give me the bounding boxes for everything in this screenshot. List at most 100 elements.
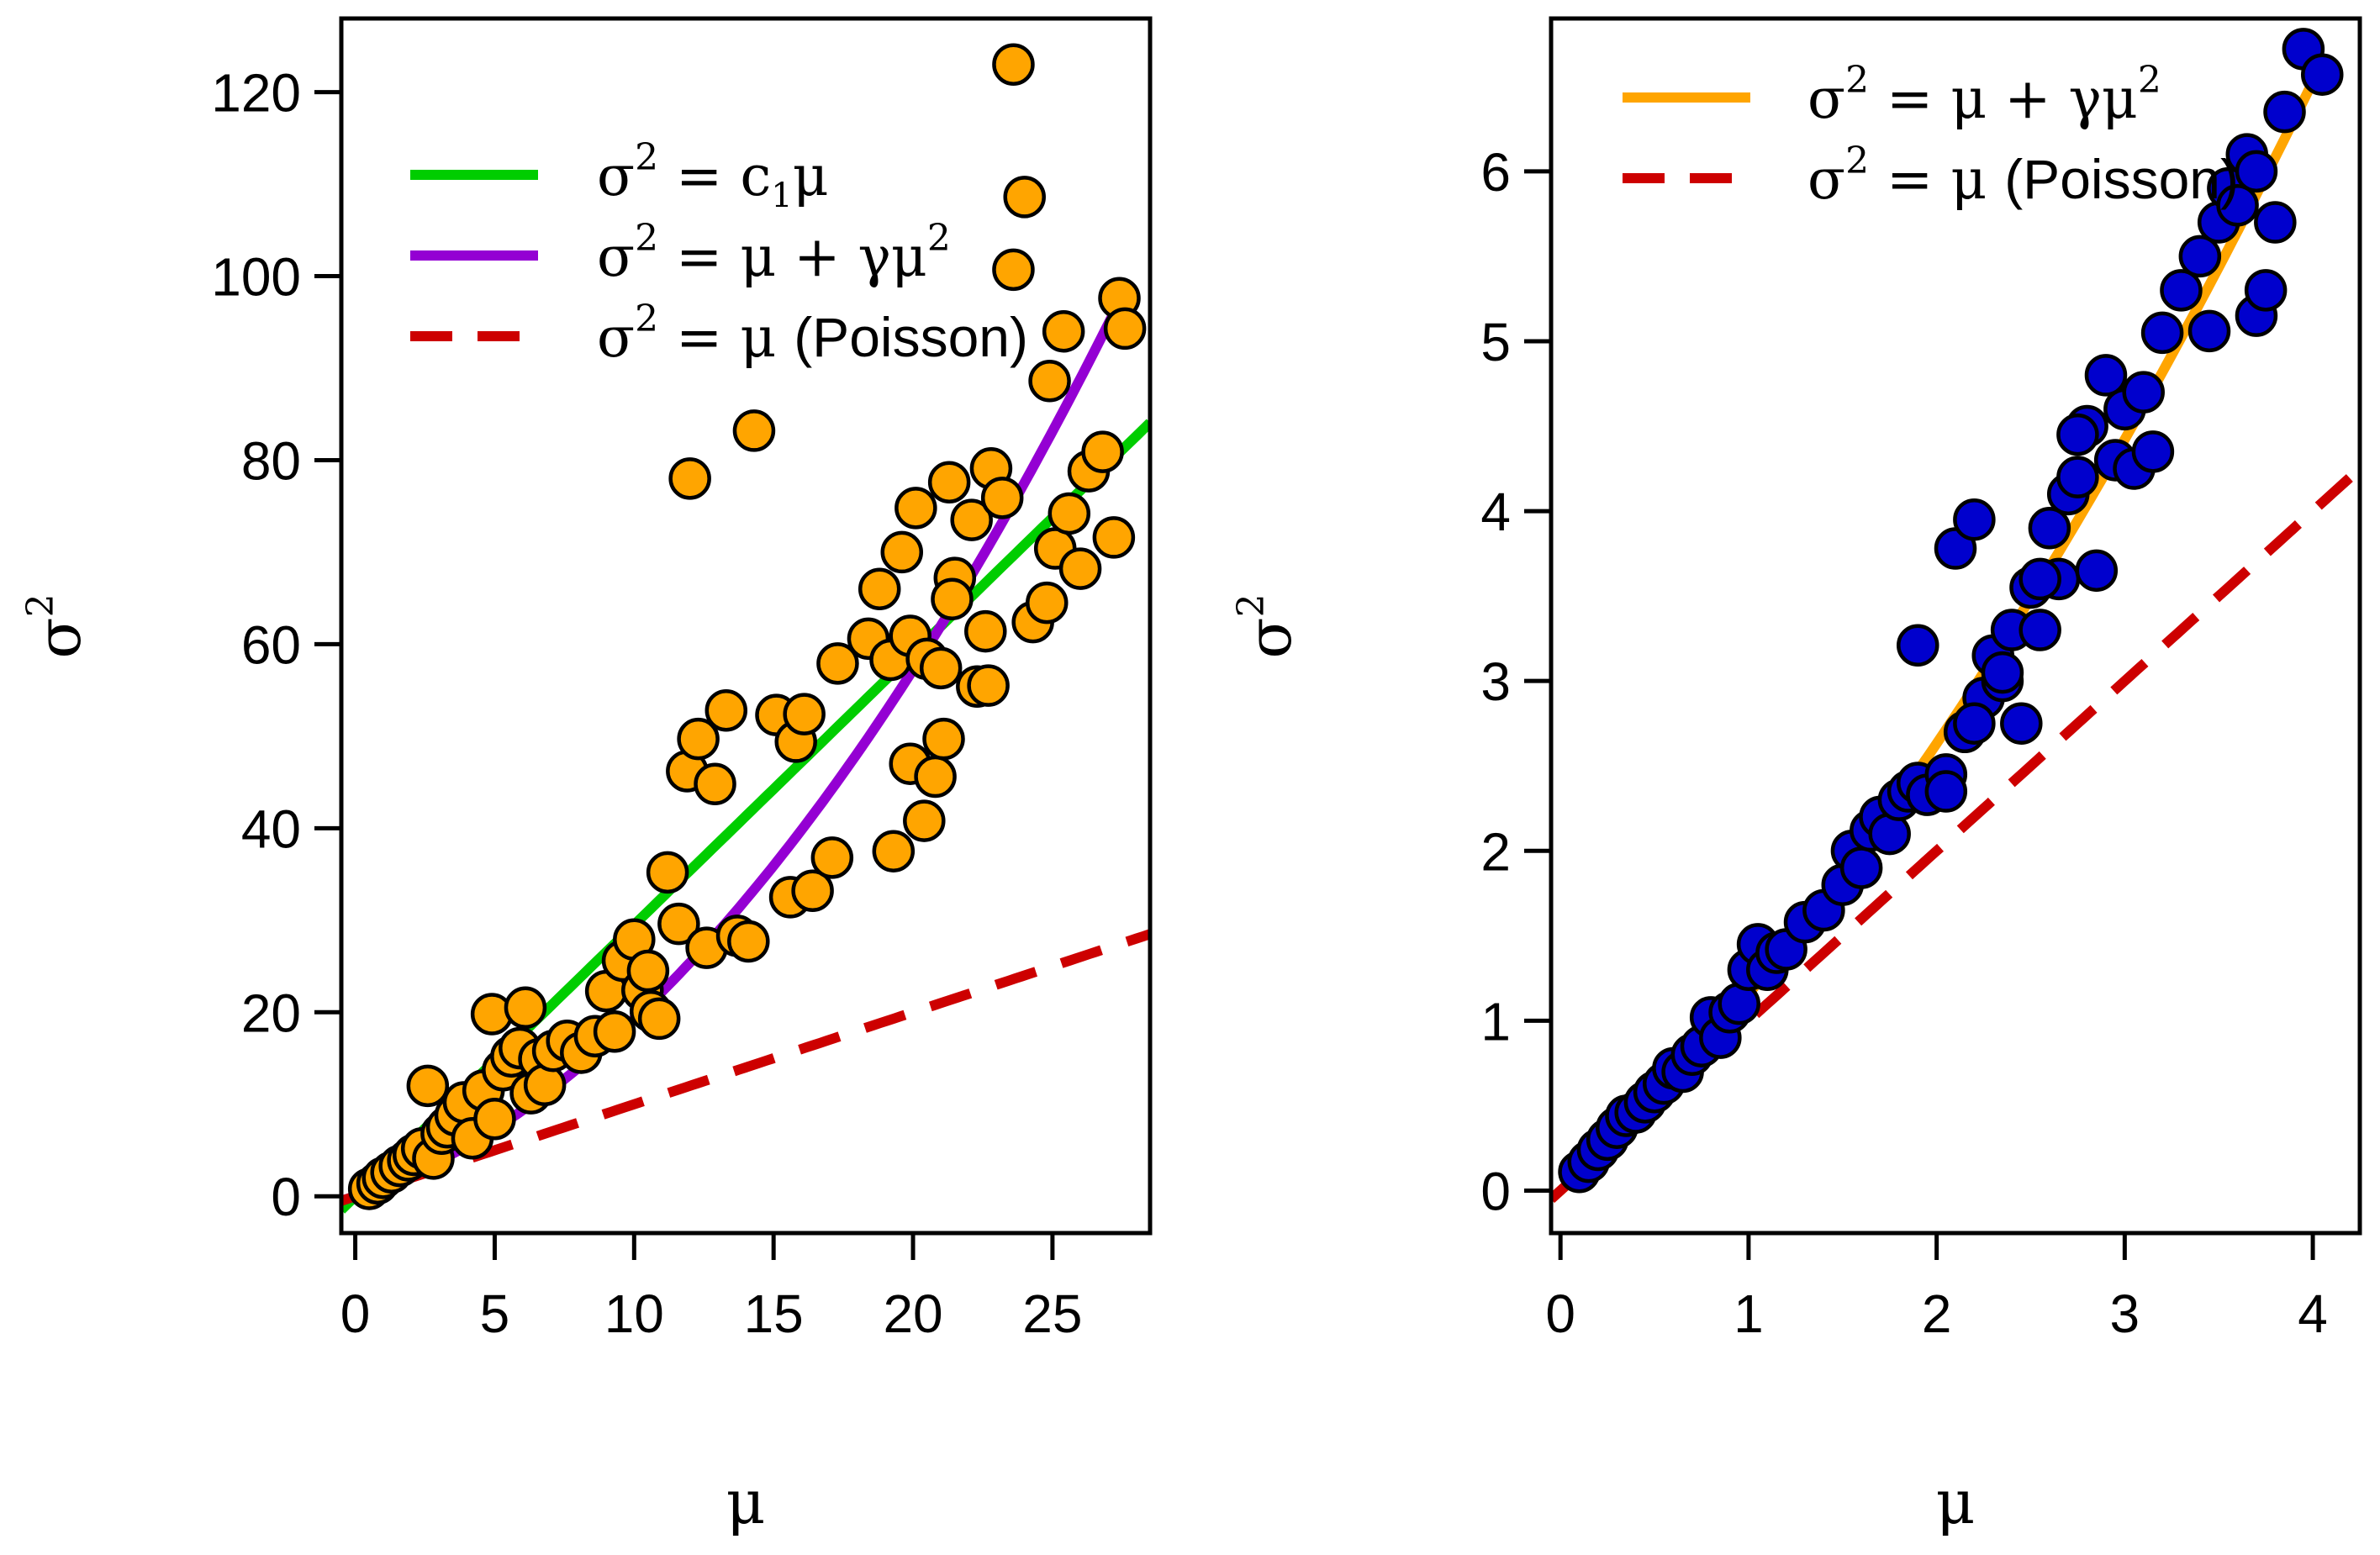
right-legend-label-poisson: σ2 = μ (Poisson)	[1807, 140, 2239, 212]
left-data-point	[914, 755, 957, 799]
right-data-point	[2140, 311, 2184, 355]
left-data-point	[473, 1098, 516, 1141]
right-y-tick-label: 1	[1480, 991, 1511, 1052]
right-panel: 0 1 2 3 4 0 1 2 3 4 5 6 σ2 = μ + γμ2 σ2 = μ (Poisso…	[1230, 16, 2362, 1537]
left-data-point	[927, 461, 971, 503]
left-data-point	[1092, 516, 1136, 559]
right-plot-frame	[1549, 16, 2362, 1236]
right-data-points	[1558, 28, 2344, 1194]
right-y-tick-label: 2	[1480, 821, 1511, 882]
right-y-tick-label: 4	[1480, 482, 1511, 542]
left-data-point	[657, 902, 700, 946]
right-data-point	[2301, 53, 2344, 96]
left-data-point	[922, 717, 965, 761]
left-x-tick-label: 20	[883, 1284, 942, 1344]
left-data-point	[919, 646, 963, 690]
left-data-point	[783, 693, 826, 735]
left-data-point	[964, 609, 1007, 653]
right-data-point	[2075, 549, 2119, 593]
left-data-point	[1003, 176, 1046, 219]
left-legend-label-poisson: σ2 = μ (Poisson)	[597, 298, 1028, 370]
right-x-axis-title: μ	[1936, 1467, 1976, 1537]
left-data-point	[732, 409, 776, 452]
left-data-point	[858, 567, 901, 610]
right-y-tick-label: 5	[1480, 312, 1511, 372]
left-y-tick-label: 60	[241, 614, 301, 675]
left-data-point	[992, 248, 1035, 292]
right-data-point	[2263, 90, 2306, 134]
left-y-tick-label: 40	[241, 799, 301, 859]
right-data-point	[2056, 456, 2099, 498]
right-data-point	[2122, 371, 2165, 414]
right-data-point	[2254, 201, 2297, 244]
left-legend-label-linear: σ2 = c1μ	[597, 136, 829, 215]
left-data-point	[646, 851, 689, 894]
left-data-point	[677, 717, 720, 761]
right-data-point	[2235, 150, 2278, 193]
left-x-tick-label: 25	[1022, 1284, 1082, 1344]
right-curve-poisson	[1551, 465, 2360, 1204]
right-data-point	[2019, 609, 2061, 651]
left-y-tick-label: 120	[211, 63, 301, 124]
right-data-point	[2028, 507, 2071, 550]
left-x-tick-label: 15	[744, 1284, 804, 1344]
left-data-point	[705, 688, 748, 732]
right-x-tick-label: 2	[1922, 1284, 1952, 1344]
right-y-tick-label: 3	[1480, 651, 1511, 712]
right-x-tick-label: 0	[1545, 1284, 1575, 1344]
right-data-point	[2187, 309, 2231, 353]
left-y-tick-label: 80	[241, 430, 301, 491]
right-x-tick-label: 4	[2298, 1284, 2328, 1344]
left-data-point	[931, 577, 974, 621]
left-data-point	[668, 457, 711, 500]
left-data-point	[967, 664, 1010, 707]
left-data-point	[1028, 360, 1071, 403]
right-data-point	[2084, 354, 2128, 397]
left-data-point	[810, 836, 854, 879]
right-legend-label-quadratic: σ2 = μ + γμ2	[1807, 59, 2161, 131]
left-data-point	[504, 986, 547, 1030]
right-fit-curves	[1551, 60, 2360, 1204]
left-axes: 0 5 10 15 20 25 0 20 40 60 80 100 120	[211, 63, 1082, 1344]
left-x-axis-title: μ	[726, 1467, 766, 1537]
left-data-point	[1042, 309, 1085, 353]
right-axes: 0 1 2 3 4 0 1 2 3 4 5 6	[1480, 142, 2327, 1344]
left-y-tick-label: 20	[241, 983, 301, 1043]
left-data-point	[1026, 581, 1069, 625]
right-x-tick-label: 3	[2110, 1284, 2140, 1344]
left-data-point	[816, 642, 859, 685]
right-data-point	[2244, 269, 2288, 312]
right-data-point	[2019, 557, 2061, 601]
left-plot-frame	[339, 16, 1153, 1236]
right-data-point	[1839, 846, 1883, 889]
left-legend-label-quadratic: σ2 = μ + γμ2	[597, 217, 951, 289]
left-data-point	[406, 1064, 450, 1108]
left-x-tick-label: 10	[604, 1284, 664, 1344]
left-data-point	[903, 799, 946, 842]
left-legend: σ2 = c1μ σ2 = μ + γμ2 σ2 = μ (Poisson)	[410, 136, 1028, 370]
left-data-point	[727, 920, 770, 963]
left-data-point	[1081, 430, 1124, 473]
right-data-point	[1897, 624, 1939, 667]
left-y-tick-label: 0	[271, 1167, 301, 1227]
right-y-tick-label: 6	[1480, 142, 1511, 203]
left-data-point	[992, 43, 1035, 86]
left-data-point	[626, 949, 670, 993]
left-y-tick-label: 100	[211, 247, 301, 308]
left-x-tick-label: 0	[340, 1284, 371, 1344]
right-data-point	[1953, 498, 1996, 541]
right-data-point	[1953, 702, 1996, 745]
right-data-point	[2178, 235, 2222, 278]
left-data-point	[872, 830, 916, 872]
left-x-tick-label: 5	[480, 1284, 510, 1344]
left-data-point	[1048, 492, 1091, 535]
right-data-point	[2131, 430, 2175, 473]
left-curve-poisson	[341, 929, 1150, 1206]
right-data-point	[2216, 184, 2259, 227]
right-x-tick-label: 1	[1734, 1284, 1764, 1344]
left-data-point	[1103, 307, 1147, 351]
left-panel: 0 5 10 15 20 25 0 20 40 60 80 100 120 σ2 = c1μ σ2 = …	[19, 16, 1153, 1537]
right-data-point	[2056, 413, 2099, 456]
left-data-point	[894, 487, 937, 530]
